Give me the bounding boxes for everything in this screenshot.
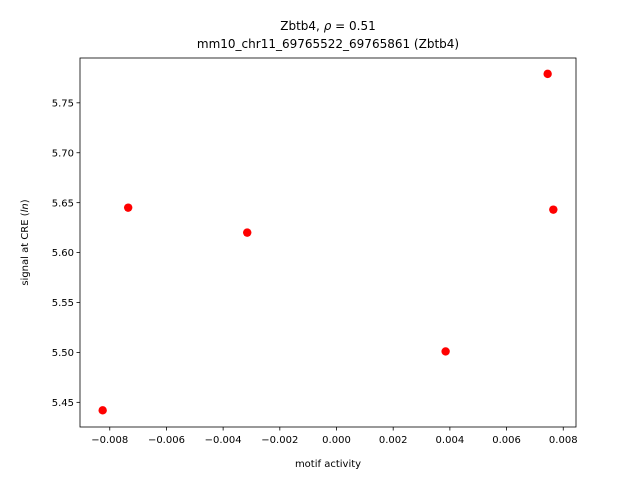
x-tick-label: 0.004 — [436, 435, 465, 446]
y-tick-label: 5.75 — [52, 98, 74, 109]
chart-title-line1: Zbtb4, ρ = 0.51 — [280, 19, 375, 33]
y-tick-label: 5.50 — [52, 348, 74, 359]
chart-title-line2: mm10_chr11_69765522_69765861 (Zbtb4) — [197, 37, 459, 51]
y-tick-label: 5.45 — [52, 398, 74, 409]
data-points — [98, 69, 558, 415]
y-axis-label: signal at CRE (ln) — [20, 199, 31, 285]
data-point — [123, 203, 133, 212]
y-tick-label: 5.55 — [52, 298, 74, 309]
x-tick-label: 0.002 — [379, 435, 408, 446]
x-axis-label: motif activity — [295, 459, 361, 470]
x-axis-ticks: −0.008 −0.006 −0.004 −0.002 0.000 0.002 0.004 0… — [91, 427, 578, 446]
y-axis-ticks: 5.45 5.50 5.55 5.60 5.65 5.70 5.75 — [52, 98, 80, 409]
x-tick-label: −0.002 — [261, 435, 298, 446]
y-tick-label: 5.65 — [52, 198, 74, 209]
y-tick-label: 5.60 — [52, 248, 74, 259]
y-tick-label: 5.70 — [52, 148, 74, 159]
x-tick-label: 0.006 — [492, 435, 521, 446]
data-point — [543, 69, 552, 79]
data-point — [98, 406, 107, 415]
data-point — [243, 228, 252, 237]
x-tick-label: 0.008 — [549, 435, 578, 446]
x-tick-label: −0.008 — [91, 435, 128, 446]
x-tick-label: −0.004 — [205, 435, 242, 446]
plot-frame — [79, 57, 577, 428]
x-tick-label: 0.000 — [322, 435, 351, 446]
data-point — [549, 205, 558, 214]
data-point — [441, 347, 450, 356]
x-tick-label: −0.006 — [148, 435, 185, 446]
